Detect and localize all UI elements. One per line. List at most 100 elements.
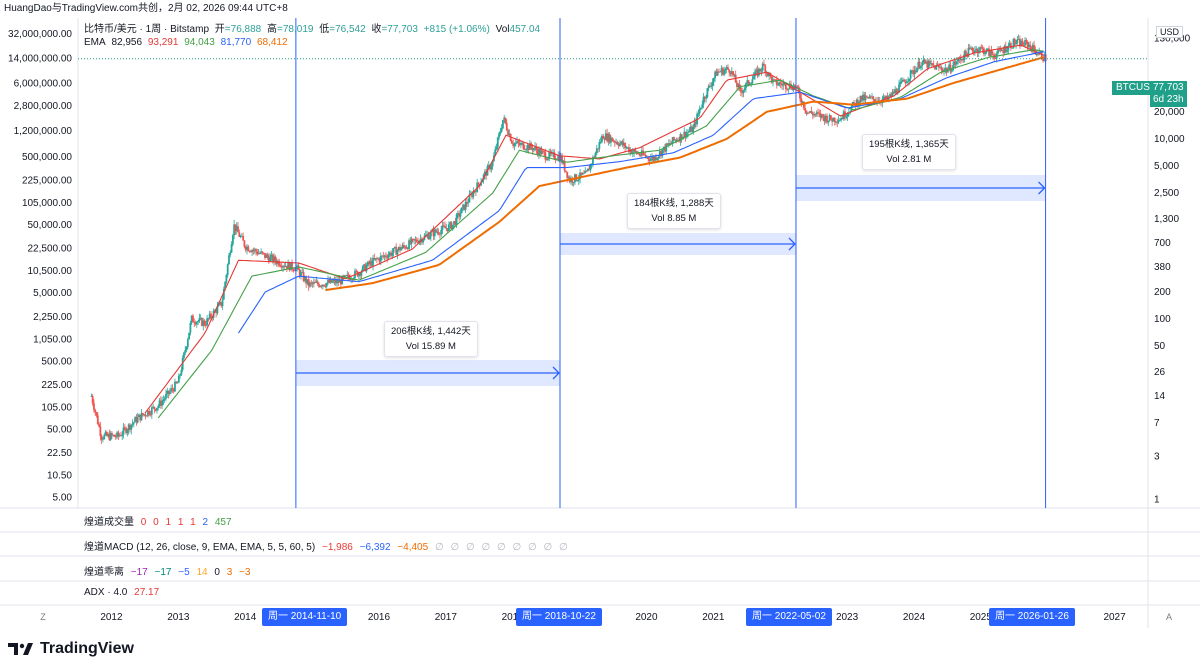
- candle-body: [332, 281, 335, 283]
- candle-body: [903, 79, 906, 82]
- candle-body: [572, 182, 575, 184]
- right-axis-tick: 2,500: [1154, 188, 1179, 199]
- adx-panel-name[interactable]: ADX · 4.0: [84, 587, 128, 598]
- candle-body: [611, 137, 614, 142]
- candle-body: [538, 148, 540, 155]
- candle-body: [910, 70, 913, 71]
- low-label: 低: [319, 24, 330, 35]
- divergence-panel-legend[interactable]: 煌道乖离 −17 −17 −5 14 0 3 −3: [84, 563, 254, 578]
- candle-body: [827, 120, 830, 123]
- candle-body: [846, 113, 849, 117]
- candle-body: [396, 250, 399, 255]
- currency-button[interactable]: USD: [1156, 26, 1184, 38]
- volume-panel-name[interactable]: 煌道成交量: [84, 517, 134, 528]
- candle-body: [741, 91, 744, 94]
- candle-body: [163, 398, 166, 400]
- zoom-reset-button[interactable]: Z: [40, 612, 46, 622]
- candle-body: [393, 247, 396, 248]
- candle-body: [270, 254, 273, 257]
- range-callout-1[interactable]: 206根K线, 1,442天 Vol 15.89 M: [384, 321, 478, 357]
- candle-body: [802, 101, 805, 109]
- candle-body: [429, 231, 432, 237]
- left-axis-tick: 10.50: [47, 471, 72, 482]
- date-badge-2[interactable]: 周一 2018-10-22: [516, 608, 602, 626]
- date-badge-4[interactable]: 周一 2026-01-26: [989, 608, 1075, 626]
- candle-body: [946, 69, 949, 73]
- macd-panel-legend[interactable]: 煌道MACD (12, 26, close, 9, EMA, EMA, 5, 5…: [84, 538, 572, 553]
- candle-body: [351, 279, 354, 280]
- candle-body: [756, 69, 759, 76]
- symbol-legend[interactable]: 比特币/美元 · 1周 · Bitstamp 开=76,888 高=78,019…: [84, 24, 543, 36]
- candle-body: [203, 320, 206, 325]
- tradingview-logo[interactable]: TradingView: [8, 640, 134, 658]
- left-axis-tick: 22.50: [47, 448, 72, 459]
- candle-body: [571, 178, 574, 183]
- candle-body: [955, 61, 958, 65]
- range-callout-3[interactable]: 195根K线, 1,365天 Vol 2.81 M: [862, 134, 956, 170]
- candle-body: [455, 214, 458, 225]
- candle-body: [216, 306, 219, 314]
- candle-body: [285, 265, 288, 269]
- candle-body: [833, 117, 836, 123]
- symbol-title[interactable]: 比特币/美元 · 1周 · Bitstamp: [84, 24, 210, 35]
- candle-body: [242, 235, 245, 241]
- candle-body: [139, 414, 142, 421]
- open-label: 开: [214, 24, 225, 35]
- symbol-tag: BTCUSD: [1112, 81, 1162, 95]
- candle-body: [805, 110, 808, 114]
- candle-body: [471, 193, 473, 198]
- candle-body: [626, 147, 629, 149]
- range-callout-2[interactable]: 184根K线, 1,288天 Vol 8.85 M: [627, 193, 721, 229]
- range-arrowhead-2: [788, 237, 796, 251]
- volume-value-5: 1: [190, 517, 196, 528]
- candle-body: [820, 114, 823, 118]
- chart-frame[interactable]: 32,000,000.00 14,000,000.00 6,000,000.00 2,…: [0, 18, 1200, 628]
- candle-body: [954, 61, 957, 65]
- left-axis-tick: 10,500.00: [28, 266, 73, 277]
- candle-body: [867, 96, 870, 99]
- candle-body: [693, 121, 696, 127]
- candle-body: [698, 109, 701, 113]
- candle-body: [1004, 45, 1007, 53]
- macd-panel-name[interactable]: 煌道MACD (12, 26, close, 9, EMA, EMA, 5, 5…: [84, 542, 316, 553]
- candle-body: [228, 255, 230, 265]
- date-badge-3[interactable]: 周一 2022-05-02: [746, 608, 832, 626]
- candle-body: [766, 72, 769, 77]
- divergence-panel-name[interactable]: 煌道乖离: [84, 567, 124, 578]
- candle-body: [706, 88, 709, 97]
- ema-label[interactable]: EMA: [84, 37, 106, 48]
- candle-body: [811, 113, 814, 116]
- candle-body: [201, 318, 203, 326]
- candle-body: [459, 213, 462, 217]
- chart-canvas[interactable]: 32,000,000.00 14,000,000.00 6,000,000.00 2,…: [0, 18, 1200, 628]
- candle-body: [199, 318, 202, 319]
- left-axis-tick: 500,000.00: [22, 152, 72, 163]
- adx-panel-legend[interactable]: ADX · 4.0 27.17: [84, 587, 163, 598]
- auto-scale-button[interactable]: A: [1165, 612, 1172, 622]
- candle-body: [111, 432, 113, 436]
- ema-legend[interactable]: EMA 82,956 93,291 94,043 81,770 68,412: [84, 37, 291, 49]
- candle-body: [1025, 40, 1028, 42]
- candle-body: [750, 83, 753, 85]
- candle-body: [882, 96, 885, 100]
- candle-body: [559, 155, 562, 161]
- candle-body: [303, 277, 306, 281]
- candle-body: [229, 252, 232, 256]
- candle-body: [625, 147, 628, 149]
- candle-body: [634, 149, 637, 152]
- date-badge-1[interactable]: 周一 2014-11-10: [262, 608, 348, 626]
- candle-body: [621, 141, 624, 146]
- time-axis-tick: 2016: [368, 612, 391, 623]
- candle-body: [657, 156, 660, 159]
- candle-body: [498, 133, 500, 138]
- volume-panel-legend[interactable]: 煌道成交量 0 0 1 1 1 2 457: [84, 513, 236, 528]
- candle-body: [330, 279, 333, 283]
- candle-body: [180, 369, 183, 375]
- candle-body: [694, 121, 697, 125]
- candle-body: [864, 96, 867, 101]
- logo-text: TradingView: [40, 640, 134, 657]
- candle-body: [932, 65, 935, 66]
- candle-body: [525, 149, 527, 151]
- candle-body: [104, 432, 107, 435]
- candle-body: [320, 285, 323, 287]
